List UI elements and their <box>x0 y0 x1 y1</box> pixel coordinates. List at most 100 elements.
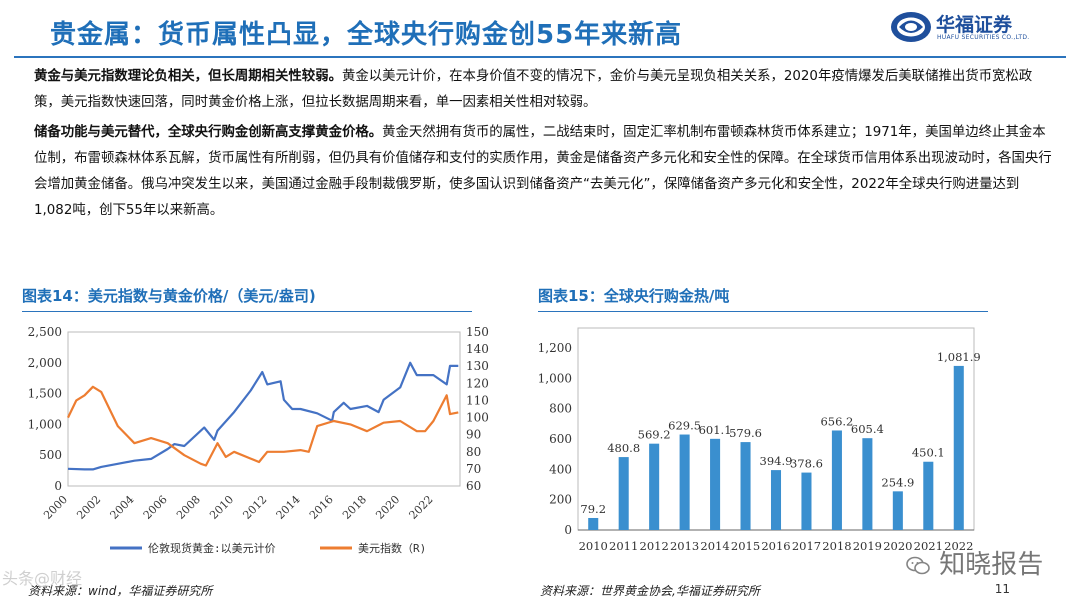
chart-15-divider <box>538 311 988 312</box>
x-tick-label-7: 2014 <box>274 493 303 522</box>
source-right: 资料来源：世界黄金协会,华福证券研究所 <box>540 584 760 598</box>
bar-value-label-11: 450.1 <box>912 446 945 460</box>
bar-x-tick-label-0: 2010 <box>579 539 608 553</box>
bar-value-label-5: 579.6 <box>729 426 762 440</box>
y-left-tick-label-5: 2,500 <box>28 325 62 339</box>
y-right-tick-label-6: 120 <box>466 376 489 390</box>
chart-15-title: 图表15：全球央行购金热/吨 <box>538 287 730 305</box>
bar-y-tick-label-0: 0 <box>564 523 572 537</box>
x-tick-label-4: 2008 <box>174 493 203 522</box>
bar-x-tick-label-9: 2019 <box>853 539 882 553</box>
source-left: 资料来源：wind，华福证券研究所 <box>28 584 213 598</box>
y-left-tick-label-2: 1,000 <box>28 417 62 431</box>
bar-y-tick-label-3: 600 <box>549 432 572 446</box>
bar-2011 <box>618 457 629 530</box>
bar-2010 <box>588 517 599 530</box>
y-left-tick-label-1: 500 <box>39 448 62 462</box>
x-tick-label-0: 2000 <box>41 493 70 522</box>
bar-value-label-6: 394.9 <box>760 454 793 468</box>
page-title: 贵金属：货币属性凸显，全球央行购金创55年来新高 <box>50 20 683 50</box>
title-divider <box>14 56 1066 58</box>
y-right-tick-label-1: 70 <box>466 462 481 476</box>
watermark-left: 头条@财经 <box>2 569 83 588</box>
watermark-right-text: 知晓报告 <box>939 550 1044 580</box>
bar-x-tick-label-6: 2016 <box>761 539 790 553</box>
series-line-0 <box>67 361 459 471</box>
gold-dollar-line-chart: 0 500 1,000 1,500 2,000 2,500 60 70 80 90 100 110 12… <box>28 325 489 555</box>
x-tick-label-1: 2002 <box>74 493 103 522</box>
bar-y-tick-label-5: 1,000 <box>538 371 572 385</box>
bar-x-tick-label-10: 2020 <box>883 539 912 553</box>
x-tick-label-3: 2006 <box>141 493 170 522</box>
watermark-right: 知晓报告 <box>905 544 1043 581</box>
bar-value-label-12: 1,081.9 <box>937 350 981 364</box>
x-tick-label-11: 2022 <box>407 493 436 522</box>
bar-2019 <box>862 438 873 530</box>
bar-x-tick-label-1: 2011 <box>609 539 638 553</box>
bar-value-label-7: 378.6 <box>790 457 823 471</box>
chart-14-divider <box>22 311 472 312</box>
paragraph-1-lead: 黄金与美元指数理论负相关，但长周期相关性较弱。 <box>34 69 342 84</box>
legend-label-1: 美元指数（R) <box>358 541 426 555</box>
paragraph-2-lead: 储备功能与美元替代，全球央行购金创新高支撑黄金价格。 <box>34 125 383 140</box>
bar-value-label-10: 254.9 <box>881 475 914 489</box>
y-left-tick-label-0: 0 <box>54 479 62 493</box>
brand-name: 华福证券 <box>936 14 1013 36</box>
x-tick-label-6: 2012 <box>240 493 269 522</box>
y-left-tick-label-4: 2,000 <box>28 356 62 370</box>
bar-2018 <box>831 430 842 530</box>
brand-logo: 华福证券 HUAFU SECURITIES CO.,LTD. <box>890 8 1058 48</box>
bar-2022 <box>953 365 964 530</box>
bar-x-tick-label-12: 2022 <box>944 539 973 553</box>
bar-2015 <box>740 442 751 530</box>
paragraph-1: 黄金与美元指数理论负相关，但长周期相关性较弱。黄金以美元计价，在本身价值不变的情… <box>34 64 1054 116</box>
chart-14-title: 图表14：美元指数与黄金价格/（美元/盎司) <box>22 287 316 305</box>
bar-x-tick-label-2: 2012 <box>640 539 669 553</box>
y-left-tick-label-3: 1,500 <box>28 387 62 401</box>
bar-y-tick-label-6: 1,200 <box>538 341 572 355</box>
bar-2012 <box>649 443 660 530</box>
x-tick-label-10: 2020 <box>373 493 402 522</box>
bar-value-label-4: 601.1 <box>699 423 732 437</box>
y-right-tick-label-2: 80 <box>466 445 481 459</box>
y-right-tick-label-7: 130 <box>466 359 489 373</box>
central-bank-gold-bar-chart: 0 200 400 600 800 1,000 1,200 79.2 2010 480.8 2011… <box>538 327 981 553</box>
bar-x-tick-label-4: 2014 <box>700 539 729 553</box>
wechat-icon <box>906 556 930 574</box>
brand-subtitle: HUAFU SECURITIES CO.,LTD. <box>937 34 1030 41</box>
y-right-tick-label-8: 140 <box>466 342 489 356</box>
bar-2020 <box>892 491 903 530</box>
y-right-tick-label-0: 60 <box>466 479 481 493</box>
bar-y-tick-label-1: 200 <box>549 493 572 507</box>
bar-2013 <box>679 434 690 530</box>
bar-2014 <box>710 438 721 530</box>
bar-2016 <box>770 470 782 530</box>
bar-y-tick-label-4: 800 <box>549 402 572 416</box>
paragraph-1-body: 黄金以美元计价，在本身价值不变的情况下，金价与美元呈现负相关关系，2020年疫情… <box>34 69 1033 110</box>
bar-value-label-8: 656.2 <box>820 414 853 428</box>
bar-value-label-2: 569.2 <box>638 428 671 442</box>
x-tick-label-8: 2016 <box>307 493 336 522</box>
x-tick-label-9: 2018 <box>340 493 369 522</box>
bar-x-tick-label-3: 2013 <box>670 539 699 553</box>
line-plot-frame <box>67 331 461 487</box>
bar-x-tick-label-8: 2018 <box>822 539 851 553</box>
bar-value-label-9: 605.4 <box>851 422 884 436</box>
y-right-tick-label-4: 100 <box>466 411 489 425</box>
x-tick-label-5: 2010 <box>207 493 236 522</box>
paragraph-2-body: 黄金天然拥有货币的属性，二战结束时，固定汇率机制布雷顿森林货币体系建立；1971… <box>34 125 1052 218</box>
x-tick-label-2: 2004 <box>108 493 137 522</box>
y-right-tick-label-3: 90 <box>466 428 481 442</box>
bar-value-label-1: 480.8 <box>607 441 640 455</box>
page-number: 11 <box>994 582 1010 596</box>
brand-logo-icon <box>891 12 931 42</box>
paragraph-2: 储备功能与美元替代，全球央行购金创新高支撑黄金价格。黄金天然拥有货币的属性，二战… <box>34 120 1054 224</box>
bar-x-tick-label-5: 2015 <box>731 539 760 553</box>
y-right-tick-label-9: 150 <box>466 325 489 339</box>
bar-value-label-3: 629.5 <box>668 419 701 433</box>
bar-y-tick-label-2: 400 <box>549 462 572 476</box>
bar-2021 <box>923 461 934 530</box>
bar-x-tick-label-7: 2017 <box>792 539 821 553</box>
bar-value-label-0: 79.2 <box>580 502 606 516</box>
bar-2017 <box>801 472 812 530</box>
